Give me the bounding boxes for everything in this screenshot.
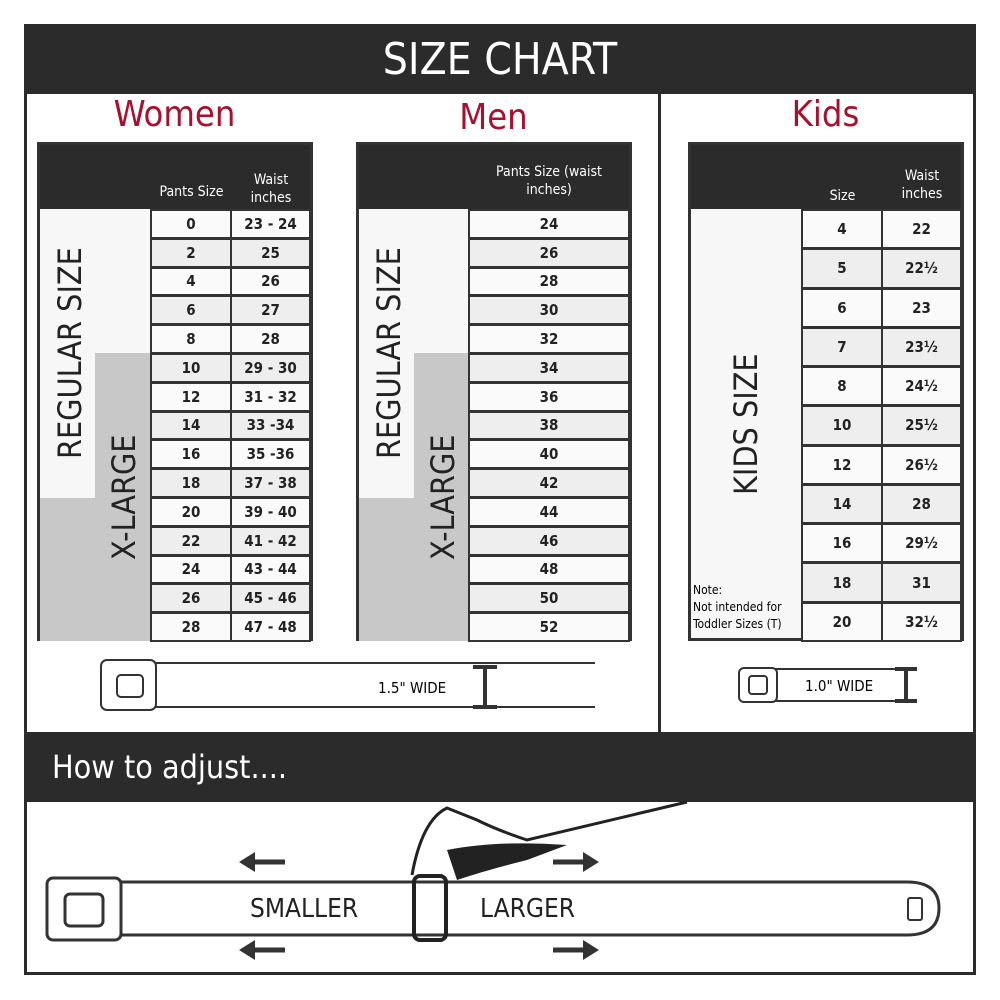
kids-size-cell: 5 (801, 248, 883, 289)
pants-size-cell: 22 (150, 525, 232, 556)
women-col-waist: Waist inches (232, 171, 310, 207)
women-col-pants: Pants Size (151, 183, 232, 201)
pants-size-cell: 40 (468, 439, 630, 470)
note-text: Not intended for Toddler Sizes (T) (693, 600, 782, 631)
pants-size-cell: 24 (468, 209, 630, 239)
regular-size-label: REGULAR SIZE (370, 247, 408, 460)
waist-cell: 39 - 40 (230, 497, 311, 527)
waist-cell: 47 - 48 (230, 612, 311, 642)
arrow-right-icon (583, 852, 599, 960)
kids-belt-width: 1.0" WIDE (805, 677, 874, 695)
belt-1-5-icon (100, 659, 595, 711)
waist-cell: 23 (881, 287, 962, 328)
men-heading: Men (459, 97, 528, 138)
waist-cell: 31 (881, 562, 962, 603)
pants-size-cell: 26 (468, 237, 630, 268)
belt-1-0-icon (738, 667, 917, 703)
hand-icon (410, 800, 688, 876)
x-large-label: X-LARGE (105, 434, 143, 560)
pants-size-cell: 0 (150, 209, 232, 239)
waist-cell: 37 - 38 (230, 468, 311, 498)
pants-size-cell: 2 (150, 237, 232, 268)
waist-cell: 31 - 32 (230, 381, 311, 412)
women-heading: Women (113, 94, 236, 135)
waist-cell: 27 (230, 295, 311, 326)
waist-cell: 33 -34 (230, 410, 311, 441)
pants-size-cell: 18 (150, 468, 232, 498)
kids-size-label: KIDS SIZE (727, 353, 765, 495)
pants-size-cell: 16 (150, 439, 232, 470)
pants-size-cell: 10 (150, 353, 232, 383)
pants-size-cell: 28 (468, 266, 630, 297)
note-title: Note: (693, 583, 723, 597)
kids-note: Note: Not intended for Toddler Sizes (T) (693, 582, 801, 633)
waist-cell: 22 (881, 209, 962, 250)
kids-size-cell: 12 (801, 444, 883, 485)
kids-col-waist: Waist inches (883, 167, 961, 203)
pants-size-cell: 34 (468, 353, 630, 383)
waist-cell: 41 - 42 (230, 525, 311, 556)
divider (658, 94, 661, 732)
waist-cell: 26½ (881, 444, 962, 485)
waist-cell: 24½ (881, 366, 962, 407)
waist-cell: 23 - 24 (230, 209, 311, 239)
larger-label: LARGER (480, 894, 576, 924)
waist-cell: 28 (881, 483, 962, 525)
waist-cell: 22½ (881, 248, 962, 289)
pants-size-cell: 26 (150, 583, 232, 614)
pants-size-cell: 4 (150, 266, 232, 297)
smaller-label: SMALLER (250, 894, 359, 924)
pants-size-cell: 6 (150, 295, 232, 326)
kids-size-cell: 7 (801, 326, 883, 368)
waist-cell: 23½ (881, 326, 962, 368)
regular-size-label: REGULAR SIZE (51, 247, 89, 460)
waist-cell: 25½ (881, 405, 962, 446)
kids-table: Size Waist inches KIDS SIZE Note: Not in… (688, 142, 964, 642)
pants-size-cell: 36 (468, 381, 630, 412)
x-large-label: X-LARGE (424, 434, 462, 560)
kids-heading: Kids (791, 94, 860, 135)
kids-size-cell: 20 (801, 601, 883, 642)
pants-size-cell: 50 (468, 583, 630, 614)
pants-size-cell: 20 (150, 497, 232, 527)
adjust-heading: How to adjust.... (24, 732, 976, 802)
kids-size-cell: 14 (801, 483, 883, 525)
kids-size-cell: 6 (801, 287, 883, 328)
waist-cell: 45 - 46 (230, 583, 311, 614)
kids-size-cell: 16 (801, 523, 883, 564)
pants-size-cell: 12 (150, 381, 232, 412)
waist-cell: 43 - 44 (230, 554, 311, 585)
pants-size-cell: 14 (150, 410, 232, 441)
men-col-pants: Pants Size (waist inches) (489, 163, 609, 199)
kids-col-size: Size (802, 187, 883, 205)
waist-cell: 26 (230, 266, 311, 297)
pants-size-cell: 38 (468, 410, 630, 441)
waist-cell: 25 (230, 237, 311, 268)
waist-cell: 29½ (881, 523, 962, 564)
men-table: Pants Size (waist inches) REGULAR SIZE X… (356, 142, 632, 642)
belt-adjust-illustration (45, 800, 941, 960)
pants-size-cell: 8 (150, 324, 232, 354)
pants-size-cell: 44 (468, 497, 630, 527)
page-title: SIZE CHART (24, 24, 976, 94)
women-belt-width: 1.5" WIDE (378, 679, 447, 697)
kids-size-cell: 18 (801, 562, 883, 603)
waist-cell: 35 -36 (230, 439, 311, 470)
pants-size-cell: 42 (468, 468, 630, 498)
waist-cell: 28 (230, 324, 311, 354)
waist-cell: 29 - 30 (230, 353, 311, 383)
pants-size-cell: 46 (468, 525, 630, 556)
pants-size-cell: 24 (150, 554, 232, 585)
arrow-left-icon (239, 852, 255, 960)
pants-size-cell: 28 (150, 612, 232, 642)
pants-size-cell: 30 (468, 295, 630, 326)
pants-size-cell: 48 (468, 554, 630, 585)
pants-size-cell: 52 (468, 612, 630, 642)
kids-size-cell: 4 (801, 209, 883, 250)
pants-size-cell: 32 (468, 324, 630, 354)
kids-size-cell: 8 (801, 366, 883, 407)
kids-size-cell: 10 (801, 405, 883, 446)
waist-cell: 32½ (881, 601, 962, 642)
women-table: Pants Size Waist inches REGULAR SIZE X-L… (37, 142, 313, 642)
